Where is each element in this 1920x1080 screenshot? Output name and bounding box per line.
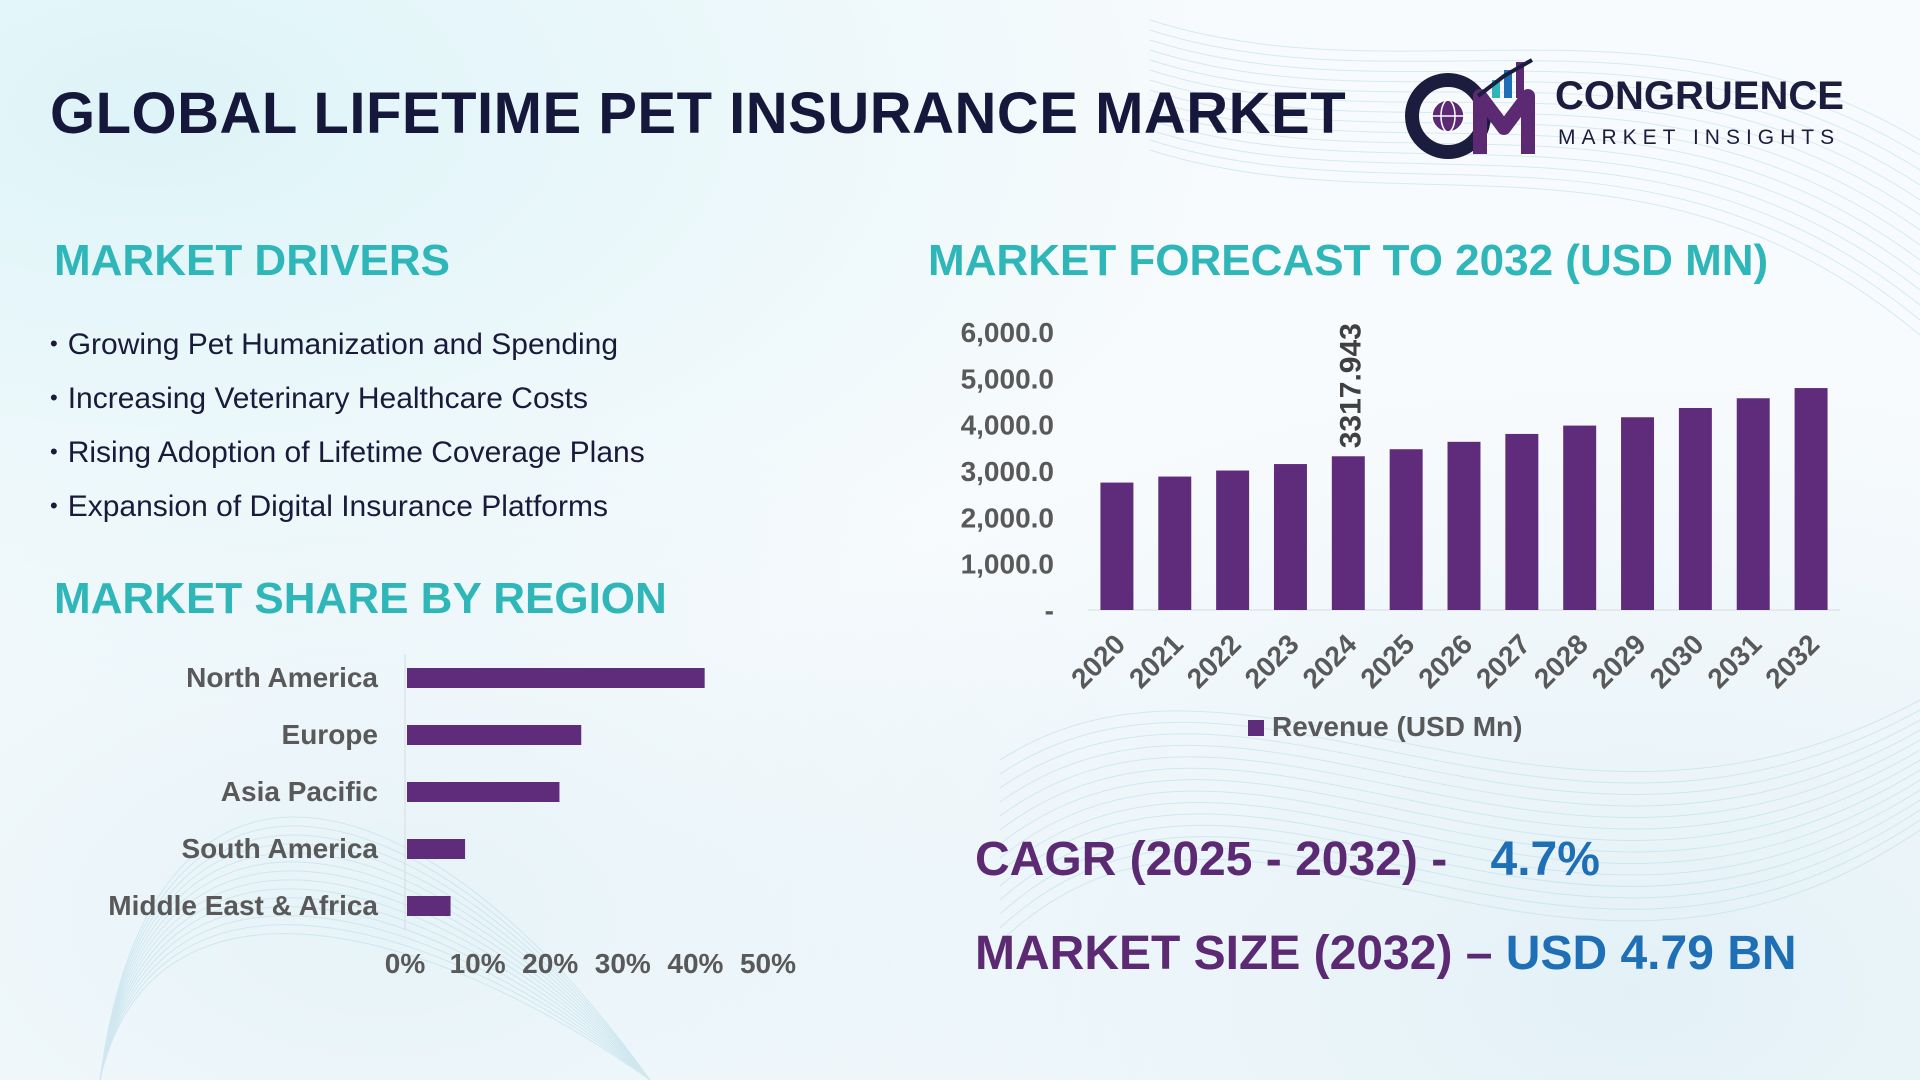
region-bar bbox=[407, 782, 560, 802]
forecast-bar bbox=[1216, 470, 1250, 610]
logo-tagline: MARKET INSIGHTS bbox=[1558, 126, 1841, 149]
forecast-x-tick: 2025 bbox=[1354, 628, 1420, 694]
forecast-x-tick: 2028 bbox=[1528, 628, 1594, 694]
region-x-tick: 0% bbox=[385, 948, 426, 979]
region-share-chart: North America Europe Asia Pacific South Ame… bbox=[108, 654, 796, 979]
forecast-chart: - 1,000.0 2,000.0 3,000.0 4,000.0 5,000.0 6,00… bbox=[961, 317, 1840, 742]
forecast-bar bbox=[1794, 388, 1828, 610]
forecast-bar bbox=[1273, 464, 1307, 610]
region-x-tick: 40% bbox=[667, 948, 723, 979]
region-bar bbox=[407, 839, 466, 859]
driver-item: Increasing Veterinary Healthcare Costs bbox=[50, 372, 645, 426]
forecast-x-tick: 2024 bbox=[1297, 628, 1363, 694]
drivers-heading: MARKET DRIVERS bbox=[54, 236, 451, 285]
forecast-data-label: 3317.943 bbox=[1334, 323, 1367, 448]
forecast-bar bbox=[1678, 407, 1712, 610]
forecast-x-tick: 2021 bbox=[1123, 628, 1189, 694]
drivers-list: Growing Pet Humanization and Spending In… bbox=[50, 318, 645, 534]
region-label: Asia Pacific bbox=[221, 776, 378, 807]
forecast-heading: MARKET FORECAST TO 2032 (USD MN) bbox=[928, 236, 1769, 285]
brand-logo: CONGRUENCE MARKET INSIGHTS bbox=[1400, 56, 1880, 160]
region-label: South America bbox=[181, 833, 378, 864]
page-title: GLOBAL LIFETIME PET INSURANCE MARKET bbox=[50, 81, 1347, 146]
forecast-bar bbox=[1563, 425, 1597, 610]
cagr-stat: CAGR (2025 - 2032) - 4.7% bbox=[975, 832, 1600, 887]
region-x-tick: 30% bbox=[595, 948, 651, 979]
forecast-bar bbox=[1447, 441, 1481, 610]
region-x-tick: 20% bbox=[522, 948, 578, 979]
forecast-bar bbox=[1621, 417, 1655, 610]
region-label: Middle East & Africa bbox=[108, 890, 378, 921]
forecast-x-tick: 2030 bbox=[1644, 628, 1710, 694]
market-size-stat: MARKET SIZE (2032) – USD 4.79 BN bbox=[975, 926, 1797, 981]
forecast-x-tick: 2023 bbox=[1239, 628, 1305, 694]
region-x-tick: 50% bbox=[740, 948, 796, 979]
forecast-x-tick: 2026 bbox=[1412, 628, 1478, 694]
driver-item: Expansion of Digital Insurance Platforms bbox=[50, 480, 645, 534]
region-x-tick: 10% bbox=[450, 948, 506, 979]
logo-mark-icon bbox=[1405, 58, 1535, 159]
driver-item: Rising Adoption of Lifetime Coverage Pla… bbox=[50, 426, 645, 480]
legend-label: Revenue (USD Mn) bbox=[1272, 711, 1522, 742]
forecast-y-tick: 6,000.0 bbox=[961, 317, 1054, 348]
region-label: Europe bbox=[282, 719, 378, 750]
forecast-bar bbox=[1331, 456, 1365, 610]
forecast-y-tick: - bbox=[1045, 595, 1054, 626]
forecast-x-tick: 2027 bbox=[1470, 628, 1536, 694]
forecast-bar bbox=[1158, 476, 1192, 610]
region-bar bbox=[407, 668, 705, 688]
legend-swatch bbox=[1248, 720, 1264, 736]
region-heading: MARKET SHARE BY REGION bbox=[54, 574, 667, 623]
forecast-bar bbox=[1736, 398, 1770, 610]
forecast-x-tick: 2029 bbox=[1586, 628, 1652, 694]
region-bar bbox=[407, 896, 451, 916]
forecast-y-tick: 5,000.0 bbox=[961, 363, 1054, 394]
forecast-x-tick: 2020 bbox=[1065, 628, 1131, 694]
driver-item: Growing Pet Humanization and Spending bbox=[50, 318, 645, 372]
forecast-y-tick: 2,000.0 bbox=[961, 502, 1054, 533]
market-size-value: USD 4.79 BN bbox=[1505, 927, 1797, 980]
cagr-label: CAGR (2025 - 2032) - bbox=[975, 833, 1448, 886]
forecast-bar bbox=[1505, 433, 1539, 610]
forecast-x-tick: 2031 bbox=[1702, 628, 1768, 694]
forecast-x-tick: 2032 bbox=[1759, 628, 1825, 694]
logo-name: CONGRUENCE bbox=[1555, 74, 1844, 118]
cagr-value: 4.7% bbox=[1490, 833, 1600, 886]
region-label: North America bbox=[186, 662, 378, 693]
forecast-y-tick: 3,000.0 bbox=[961, 456, 1054, 487]
forecast-bar bbox=[1389, 449, 1423, 610]
market-size-label: MARKET SIZE (2032) – bbox=[975, 927, 1493, 980]
forecast-y-tick: 1,000.0 bbox=[961, 549, 1054, 580]
forecast-bar bbox=[1100, 482, 1134, 610]
forecast-x-tick: 2022 bbox=[1181, 628, 1247, 694]
region-bar bbox=[407, 725, 582, 745]
forecast-y-tick: 4,000.0 bbox=[961, 410, 1054, 441]
